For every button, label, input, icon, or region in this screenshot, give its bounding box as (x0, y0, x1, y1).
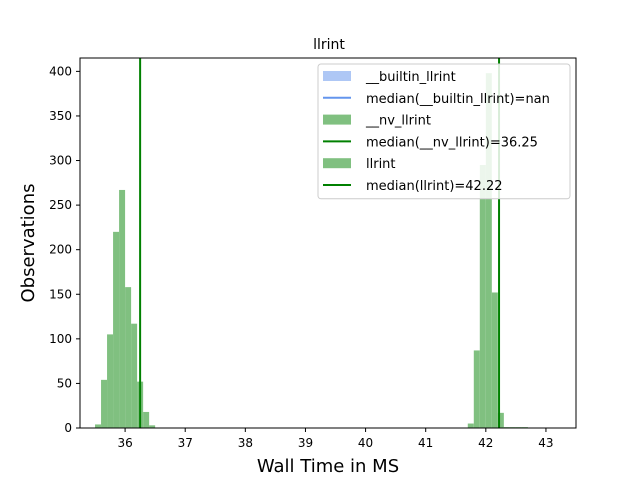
legend-label-0: __builtin_llrint (365, 70, 456, 85)
bar-2-5 (125, 287, 132, 428)
y-tick-label-8: 400 (49, 64, 72, 78)
y-tick-label-2: 100 (49, 332, 72, 346)
y-tick-label-6: 300 (49, 154, 72, 168)
y-axis-label: Observations (18, 184, 39, 303)
bar-4-1 (473, 350, 480, 428)
legend-label-3: median(__nv_llrint)=36.25 (366, 135, 538, 150)
legend-label-1: median(__builtin_llrint)=nan (366, 92, 550, 107)
bar-2-9 (149, 425, 156, 428)
x-tick-label-3: 39 (298, 436, 313, 450)
legend: __builtin_llrint median(__builtin_llrint)… (317, 63, 571, 200)
y-tick-label-7: 350 (49, 109, 72, 123)
y-tick-label-5: 250 (49, 198, 72, 212)
x-axis-ticks: 36 37 38 39 40 41 42 43 (117, 428, 554, 450)
legend-box (317, 63, 571, 200)
legend-label-2: __nv_llrint (365, 114, 431, 129)
legend-label-4: llrint (366, 157, 396, 172)
bar-2-6 (131, 323, 138, 428)
bar-2-4 (119, 189, 126, 428)
bar-2-8 (143, 411, 150, 428)
bar-2-2 (107, 334, 114, 428)
bar-4-4 (491, 292, 498, 428)
y-tick-label-3: 150 (49, 287, 72, 301)
legend-swatch-4 (323, 158, 351, 169)
x-tick-label-4: 40 (358, 436, 373, 450)
bar-4-5 (497, 412, 504, 428)
bar-2-3 (113, 231, 120, 428)
x-axis-label: Wall Time in MS (257, 456, 399, 477)
x-tick-label-5: 41 (418, 436, 433, 450)
legend-label-5: median(llrint)=42.22 (366, 179, 503, 194)
bar-4-0 (467, 423, 474, 428)
x-tick-label-1: 37 (178, 436, 193, 450)
x-tick-label-2: 38 (238, 436, 253, 450)
x-tick-label-0: 36 (117, 436, 132, 450)
bar-2-1 (101, 379, 108, 428)
bar-2-0 (95, 424, 102, 428)
y-tick-label-1: 50 (57, 376, 72, 390)
x-tick-label-7: 43 (538, 436, 553, 450)
x-tick-label-6: 42 (478, 436, 493, 450)
y-tick-label-0: 0 (64, 421, 72, 435)
y-tick-label-4: 200 (49, 243, 72, 257)
chart-title: llrint (313, 37, 345, 53)
bar-4-2 (479, 164, 486, 428)
y-axis-ticks: 0 50 100 150 200 250 300 350 400 (49, 64, 80, 435)
legend-swatch-0 (323, 71, 351, 81)
plot-frame (79, 57, 577, 429)
bar-4-3 (485, 73, 492, 429)
legend-swatch-2 (323, 114, 351, 125)
